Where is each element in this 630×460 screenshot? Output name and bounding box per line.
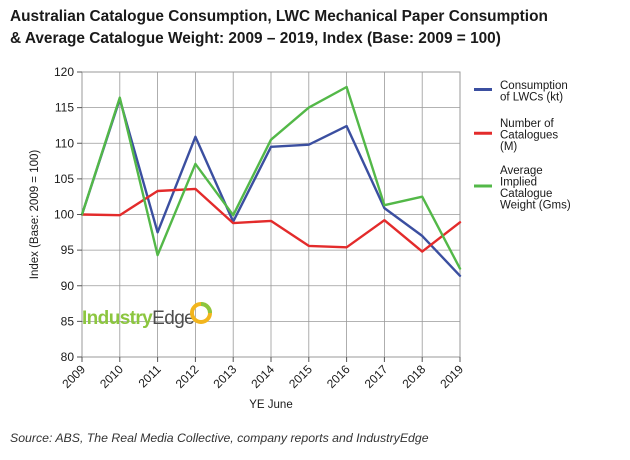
y-tick-label: 120 — [54, 65, 74, 79]
chart-title-line-1: Australian Catalogue Consumption, LWC Me… — [10, 8, 548, 25]
x-tick-label: 2012 — [173, 362, 202, 391]
y-tick-label: 85 — [61, 314, 75, 328]
series-line-3 — [80, 85, 462, 270]
legend-label-line: of LWCs (kt) — [500, 92, 563, 104]
series-line-1 — [80, 97, 462, 277]
axis-layer: 80 85 90 95 100 105 110 115 120 2009 2010 2011 2012 2… — [29, 65, 466, 411]
x-tick-label: 2014 — [248, 362, 277, 391]
legend-label-line: Average — [500, 165, 543, 177]
legend-label-line: Consumption — [500, 80, 568, 92]
legend-label-line: Catalogues — [500, 130, 558, 142]
x-tick-label: 2018 — [400, 362, 429, 391]
legend-label-1: Consumption of LWCs (kt) — [500, 80, 568, 104]
legend-label-line: Number of — [500, 118, 554, 130]
chart-title: Australian Catalogue Consumption, LWC Me… — [10, 6, 625, 50]
legend: Consumption of LWCs (kt)Number of Catalogu… — [474, 80, 571, 212]
y-tick-label: 95 — [61, 243, 75, 257]
y-axis-title: Index (Base: 2009 = 100) — [29, 150, 41, 280]
x-tick-label: 2016 — [324, 362, 353, 391]
y-tick-label: 100 — [54, 208, 74, 222]
chart-title-line-2: & Average Catalogue Weight: 2009 – 2019,… — [10, 30, 501, 47]
x-tick-label: 2011 — [136, 362, 164, 390]
x-tick-label: 2015 — [286, 362, 315, 391]
legend-label-line: Implied — [500, 177, 537, 189]
legend-label-3: Average Implied Catalogue Weight (Gms) — [500, 165, 571, 212]
x-tick-label: 2009 — [59, 362, 88, 391]
y-tick-label: 90 — [61, 279, 75, 293]
legend-label-2: Number of Catalogues (M) — [500, 118, 558, 153]
logo-text-industry: Industry — [82, 308, 153, 329]
legend-label-line: Catalogue — [500, 188, 552, 200]
legend-label-line: (M) — [500, 141, 517, 153]
source-note: Source: ABS, The Real Media Collective, … — [10, 431, 429, 445]
y-tick-label: 105 — [54, 172, 74, 186]
legend-label-line: Weight (Gms) — [500, 200, 571, 212]
x-tick-label: 2010 — [97, 362, 126, 391]
series-layer — [80, 85, 462, 277]
x-tick-label: 2017 — [362, 362, 391, 391]
line-chart: 80 85 90 95 100 105 110 115 120 2009 2010 2011 2012 2… — [29, 65, 571, 411]
y-tick-label: 80 — [61, 350, 75, 364]
logo-ring-icon — [190, 302, 212, 324]
x-axis-title: YE June — [249, 399, 292, 411]
y-tick-label: 110 — [55, 136, 74, 150]
y-tick-label: 115 — [55, 101, 74, 115]
industryedge-logo: IndustryEdge — [82, 302, 212, 352]
x-tick-label: 2019 — [437, 362, 466, 391]
logo-text-edge: Edge — [152, 308, 195, 329]
x-tick-label: 2013 — [211, 362, 240, 391]
